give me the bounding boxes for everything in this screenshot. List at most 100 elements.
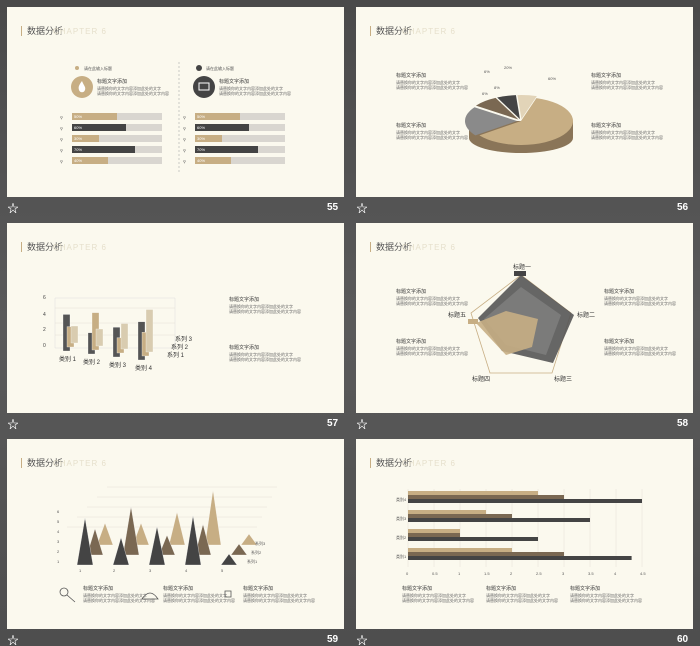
progress-bar-fill xyxy=(72,146,135,153)
x-tick: 0.5 xyxy=(432,571,438,576)
slide-number: 55 xyxy=(327,202,339,213)
pie-label: 60% xyxy=(548,76,556,81)
x-tick: 2.5 xyxy=(536,571,542,576)
bar3d xyxy=(120,323,129,350)
slide-title: 数据分析 xyxy=(370,458,412,468)
svg-text:类别 4: 类别 4 xyxy=(135,364,153,372)
slide-60[interactable]: 数据分析 CHAPTER 6 类别4 类别3 类别2 类别1 0 0.5 1 1.5 2… xyxy=(356,439,693,629)
progress-bar-fill xyxy=(195,146,258,153)
svg-text:类别3: 类别3 xyxy=(396,515,407,521)
pie-label: 6% xyxy=(484,69,490,74)
pyramid xyxy=(204,489,222,546)
slide-watermark: CHAPTER 6 xyxy=(402,27,456,36)
slide-59[interactable]: 数据分析 CHAPTER 6 6 5 4 3 2 1 1 2 3 4 5 系列3… xyxy=(7,439,344,629)
slide-title: 数据分析 xyxy=(21,458,63,468)
hbar xyxy=(408,533,460,537)
svg-text:5: 5 xyxy=(221,568,224,573)
pyramid xyxy=(158,534,176,556)
pie-label: 6% xyxy=(482,91,488,96)
pie-slice xyxy=(475,97,519,120)
slide-title: 数据分析 xyxy=(21,242,63,252)
hbar-chart: 类别4 类别3 类别2 类别1 0 0.5 1 1.5 2 2.5 3 3.5 4 4.5 xyxy=(396,489,646,576)
hand-icon xyxy=(141,592,159,600)
progress-label: 30% xyxy=(197,136,205,141)
pyramid xyxy=(86,528,104,556)
left-text-block: 标题文字添加 请替换你的文字内容添加此处的文字 请替换你的文字内容添加此处的文字… xyxy=(97,79,169,97)
svg-text:系列3: 系列3 xyxy=(255,540,266,546)
pie-label: 20% xyxy=(504,65,512,70)
svg-text:系列 3: 系列 3 xyxy=(175,335,193,343)
pie-chart: 60% 20% 8% 6% 6% xyxy=(465,65,573,153)
slide-watermark: CHAPTER 6 xyxy=(53,243,107,252)
progress-label: 60% xyxy=(74,125,82,130)
slide-57[interactable]: 数据分析 CHAPTER 6 6 4 2 0 类别 1 类别 2 类别 3 类别… xyxy=(7,223,344,413)
progress-bar-fill xyxy=(195,113,240,120)
progress-label: 50% xyxy=(74,114,82,119)
svg-text:类别2: 类别2 xyxy=(396,534,407,540)
key-icon xyxy=(59,587,69,597)
svg-text:1: 1 xyxy=(57,559,60,564)
slide-title: 数据分析 xyxy=(370,242,412,252)
progress-label: 70% xyxy=(197,147,205,152)
svg-text:1: 1 xyxy=(79,568,82,573)
x-tick: 1 xyxy=(458,571,461,576)
pyramid-chart: 6 5 4 3 2 1 1 2 3 4 5 系列3 系列2 系列1 xyxy=(57,486,277,603)
slide-number: 60 xyxy=(677,634,689,645)
svg-text:4: 4 xyxy=(43,312,46,318)
x-tick: 3.5 xyxy=(588,571,594,576)
pyramid xyxy=(76,517,94,566)
pie-slice xyxy=(465,107,518,136)
slide-number: 56 xyxy=(677,202,689,213)
pie-slice xyxy=(517,95,537,120)
svg-text:类别 3: 类别 3 xyxy=(109,361,127,369)
progress-bar-fill xyxy=(72,135,99,142)
progress-label: 50% xyxy=(197,114,205,119)
hbar xyxy=(408,499,642,503)
pyramid xyxy=(112,536,130,566)
slide-watermark: CHAPTER 6 xyxy=(53,27,107,36)
progress-label: 30% xyxy=(74,136,82,141)
hbar xyxy=(408,548,512,552)
svg-text:2: 2 xyxy=(113,568,116,573)
svg-text:4: 4 xyxy=(185,568,188,573)
star-icon xyxy=(8,419,18,429)
slide-number: 58 xyxy=(677,418,689,429)
svg-text:类别 2: 类别 2 xyxy=(83,358,101,366)
hbar xyxy=(408,491,538,495)
star-icon xyxy=(357,635,367,645)
row-icon: ⚲ xyxy=(60,126,63,131)
faucet-icon xyxy=(224,590,232,598)
hbar xyxy=(408,556,632,560)
progress-bar-fill xyxy=(195,124,249,131)
pyramid xyxy=(220,553,238,566)
slide-56[interactable]: 数据分析 CHAPTER 6 60% 20% 8% 6% 6% 标题文字添加 请替换你的文… xyxy=(356,7,693,197)
slide-55[interactable]: 数据分析 CHAPTER 6 请在此输入标题 请在此输入标题 50% ⚲ 60% ⚲ 3… xyxy=(7,7,344,197)
svg-text:0: 0 xyxy=(43,343,46,349)
pie-label: 8% xyxy=(494,85,500,90)
bar3d xyxy=(70,325,79,344)
x-tick: 2 xyxy=(510,571,513,576)
slide-title: 数据分析 xyxy=(21,26,63,36)
hbar xyxy=(408,510,486,514)
pyramid xyxy=(230,543,248,556)
svg-text:3: 3 xyxy=(149,568,152,573)
radar-chart: 标题一 标题二 标题三 标题四 标题五 xyxy=(448,263,595,383)
x-tick: 0 xyxy=(406,571,409,576)
progress-label: 40% xyxy=(197,158,205,163)
row-icon: ⚲ xyxy=(183,159,186,164)
hbar xyxy=(408,514,512,518)
svg-text:2: 2 xyxy=(57,549,60,554)
slide-title: 数据分析 xyxy=(370,26,412,36)
svg-text:5: 5 xyxy=(57,519,60,524)
progress-bar-fill xyxy=(195,135,222,142)
pyramid xyxy=(148,526,166,566)
x-tick: 4.5 xyxy=(640,571,646,576)
star-icon xyxy=(357,419,367,429)
hbar xyxy=(408,495,564,499)
svg-text:2: 2 xyxy=(43,327,46,333)
svg-text:类别4: 类别4 xyxy=(396,496,407,502)
slide-58[interactable]: 数据分析 CHAPTER 6 标题一 标题二 标题三 标题四 标题五 标题文字添… xyxy=(356,223,693,413)
row-icon: ⚲ xyxy=(183,148,186,153)
left-label: 请在此输入标题 xyxy=(84,65,112,71)
pyramid xyxy=(168,511,186,546)
